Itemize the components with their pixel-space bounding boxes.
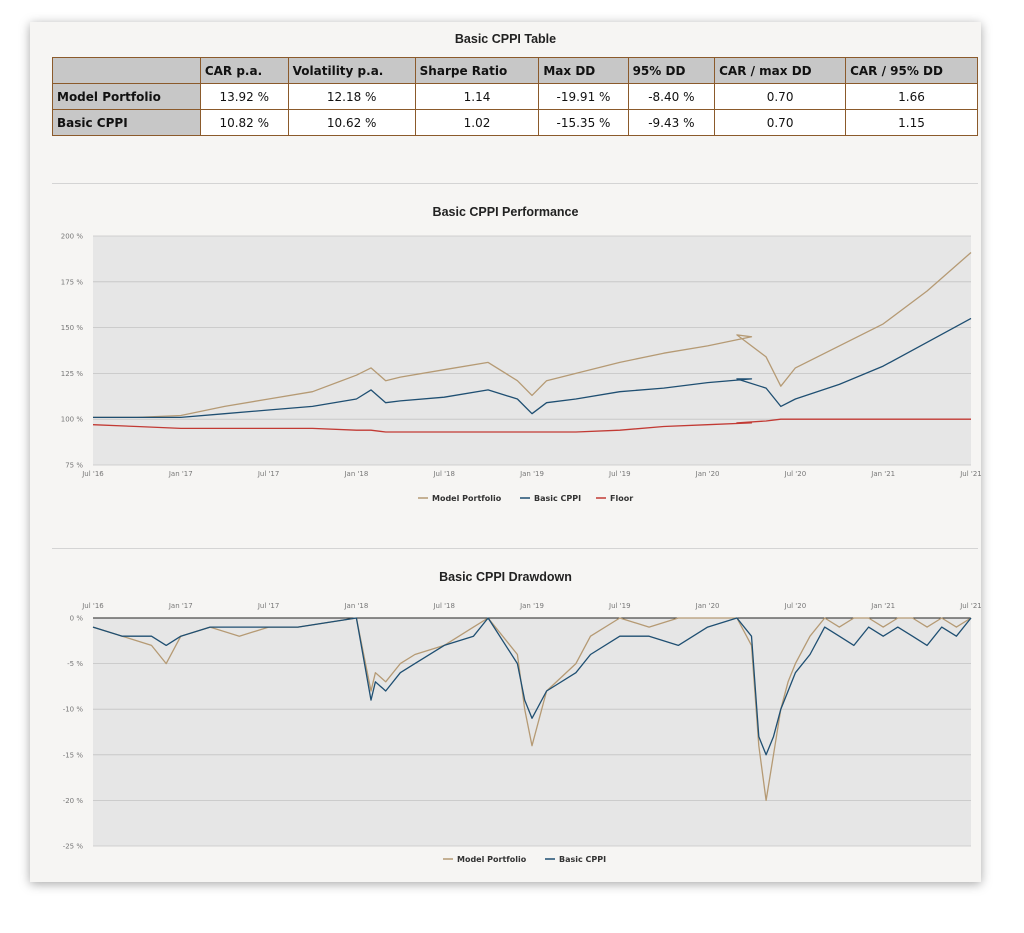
table-cell: 1.02 xyxy=(414,109,540,136)
y-tick-label: 175 % xyxy=(61,278,84,286)
series-line xyxy=(92,418,971,433)
x-tick-label: Jan '20 xyxy=(695,602,720,610)
y-tick-label: 100 % xyxy=(61,416,84,424)
x-tick-label: Jul '20 xyxy=(784,470,807,478)
column-header: Max DD xyxy=(538,57,629,84)
y-tick-label: 0 % xyxy=(70,615,84,623)
series-line xyxy=(92,617,972,756)
table-cell: 1.14 xyxy=(414,83,540,110)
legend-item[interactable]: Basic CPPI xyxy=(545,855,606,864)
separator xyxy=(52,548,978,549)
drawdown-chart: 0 % -5 % -10 % -15 % -20 % -25 % Jul '16 Jan '1… xyxy=(63,602,981,864)
legend-label: Basic CPPI xyxy=(559,855,606,864)
row-label: Model Portfolio xyxy=(52,83,201,110)
column-header xyxy=(52,57,201,84)
x-tick-label: Jul '19 xyxy=(608,470,631,478)
table-row: Model Portfolio 13.92 % 12.18 % 1.14 -19.91 … xyxy=(52,83,978,110)
legend-item[interactable]: Model Portfolio xyxy=(443,855,527,864)
table-cell: 0.70 xyxy=(714,83,847,110)
column-header: CAR / max DD xyxy=(714,57,847,84)
table-cell: -19.91 % xyxy=(538,83,629,110)
x-tick-label: Jul '16 xyxy=(81,602,104,610)
performance-chart-title: Basic CPPI Performance xyxy=(432,205,579,219)
x-tick-label: Jan '19 xyxy=(519,470,544,478)
stats-table: CAR p.a. Volatility p.a. Sharpe Ratio Max D… xyxy=(52,57,978,136)
x-tick-label: Jan '18 xyxy=(343,602,368,610)
legend-item[interactable]: Floor xyxy=(596,494,633,503)
table-title: Basic CPPI Table xyxy=(454,32,557,46)
table-cell: -15.35 % xyxy=(538,109,629,136)
x-tick-label: Jan '17 xyxy=(168,470,193,478)
y-tick-label: -5 % xyxy=(67,660,83,668)
report-card: Basic CPPI Table CAR p.a. Volatility p.a.… xyxy=(30,22,981,882)
x-tick-label: Jul '20 xyxy=(784,602,807,610)
legend-label: Model Portfolio xyxy=(432,494,502,503)
column-header: CAR / 95% DD xyxy=(845,57,978,84)
drawdown-chart-title: Basic CPPI Drawdown xyxy=(439,570,572,584)
y-tick-label: -25 % xyxy=(63,843,84,851)
x-tick-label: Jan '20 xyxy=(695,470,720,478)
column-header: CAR p.a. xyxy=(199,57,289,84)
table-cell: 10.62 % xyxy=(287,109,416,136)
table-cell: 1.66 xyxy=(845,83,978,110)
x-tick-label: Jul '18 xyxy=(432,470,455,478)
x-tick-label: Jan '18 xyxy=(343,470,368,478)
plot-area xyxy=(93,236,971,465)
y-tick-label: -15 % xyxy=(63,751,84,759)
table-body: Model Portfolio 13.92 % 12.18 % 1.14 -19.91 … xyxy=(52,83,978,136)
series-line xyxy=(93,252,972,419)
x-tick-label: Jan '17 xyxy=(168,602,193,610)
table-cell: 1.15 xyxy=(845,109,978,136)
column-header: Sharpe Ratio xyxy=(414,57,540,84)
legend-label: Floor xyxy=(610,494,633,503)
x-tick-label: Jan '21 xyxy=(870,602,895,610)
table-cell: 10.82 % xyxy=(199,109,289,136)
separator xyxy=(52,183,978,184)
y-tick-label: -20 % xyxy=(63,797,84,805)
table-cell: 12.18 % xyxy=(287,83,416,110)
table-header-row: CAR p.a. Volatility p.a. Sharpe Ratio Max D… xyxy=(52,57,978,84)
column-header: 95% DD xyxy=(627,57,716,84)
x-tick-label: Jul '21 xyxy=(959,602,981,610)
x-tick-label: Jul '21 xyxy=(959,470,981,478)
x-tick-label: Jul '18 xyxy=(432,602,455,610)
legend-label: Basic CPPI xyxy=(534,494,581,503)
row-label: Basic CPPI xyxy=(52,109,201,136)
table-cell: 0.70 xyxy=(714,109,847,136)
x-tick-label: Jul '19 xyxy=(608,602,631,610)
y-tick-label: 125 % xyxy=(61,370,84,378)
x-tick-label: Jan '19 xyxy=(519,602,544,610)
table-cell: -8.40 % xyxy=(627,83,716,110)
y-tick-label: 200 % xyxy=(61,233,84,241)
y-tick-label: -10 % xyxy=(63,706,84,714)
x-tick-label: Jul '17 xyxy=(257,470,280,478)
y-tick-label: 75 % xyxy=(65,462,83,470)
table-cell: 13.92 % xyxy=(199,83,289,110)
table-cell: -9.43 % xyxy=(627,109,716,136)
y-tick-label: 150 % xyxy=(61,324,84,332)
x-tick-label: Jul '16 xyxy=(81,470,104,478)
performance-chart: 75 % 100 % 125 % 150 % 175 % 200 % Jul '16 Jan … xyxy=(61,233,981,504)
legend-item[interactable]: Basic CPPI xyxy=(520,494,581,503)
series-line xyxy=(93,317,972,419)
column-header: Volatility p.a. xyxy=(287,57,416,84)
plot-area xyxy=(93,618,971,846)
x-tick-label: Jul '17 xyxy=(257,602,280,610)
legend-label: Model Portfolio xyxy=(457,855,527,864)
legend-item[interactable]: Model Portfolio xyxy=(418,494,502,503)
x-tick-label: Jan '21 xyxy=(870,470,895,478)
table-row: Basic CPPI 10.82 % 10.62 % 1.02 -15.35 % -9.4… xyxy=(52,109,978,136)
